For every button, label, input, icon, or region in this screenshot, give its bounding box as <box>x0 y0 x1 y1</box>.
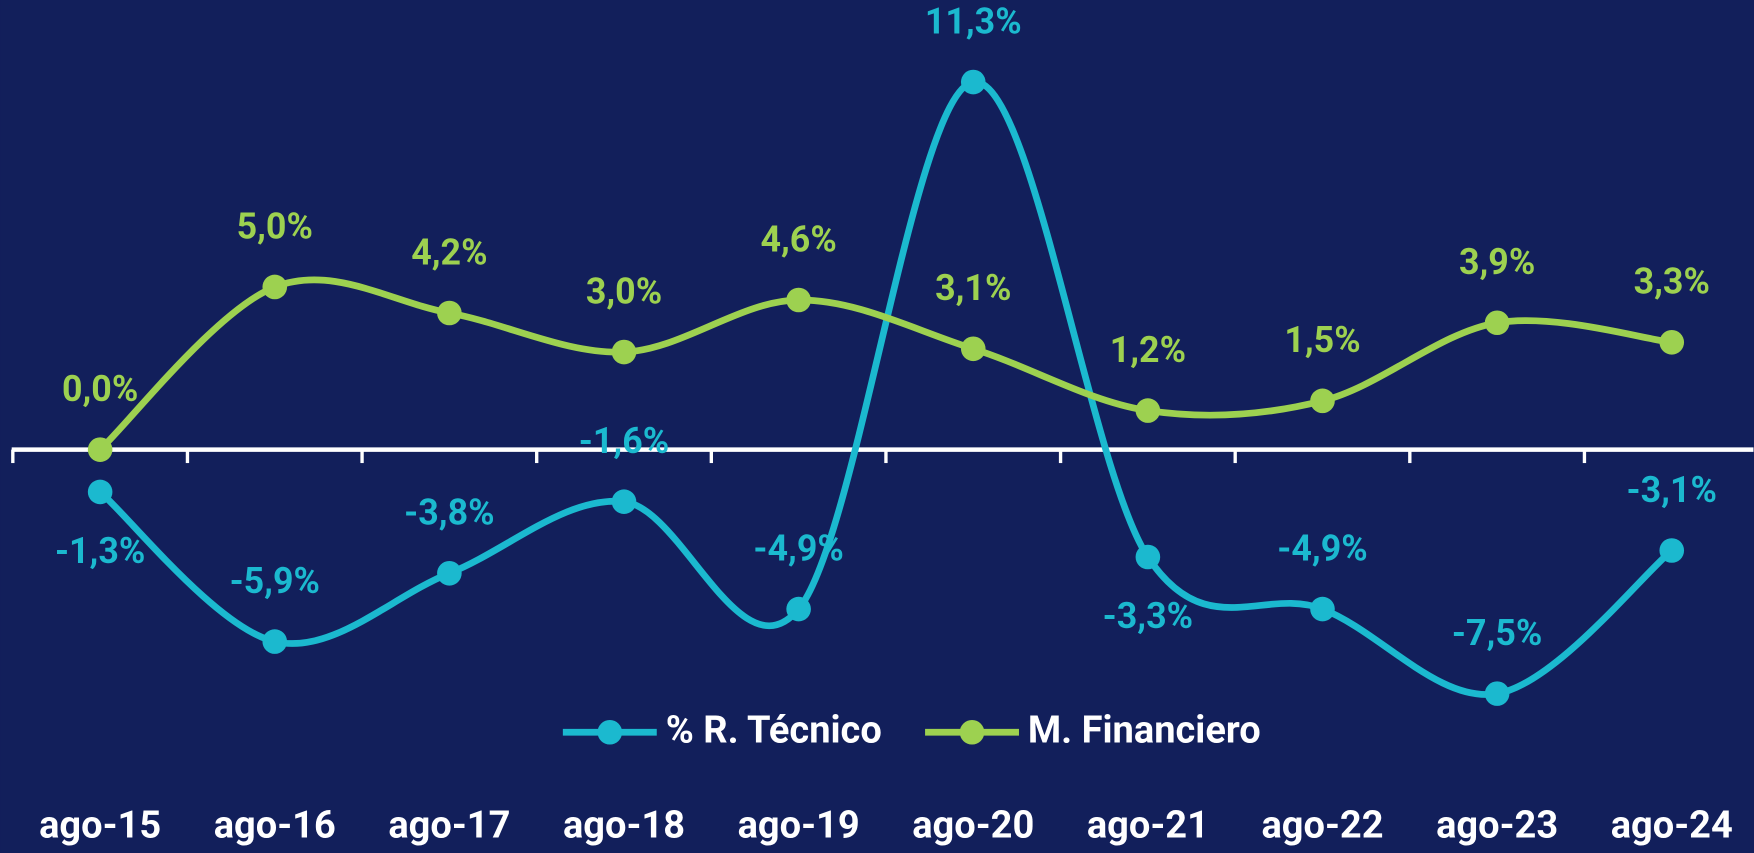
data-label: -3,3% <box>1103 595 1193 637</box>
data-label: -1,6% <box>579 420 669 462</box>
x-tick-label: ago-20 <box>912 803 1034 847</box>
data-label: -4,9% <box>753 527 843 569</box>
data-point <box>1310 388 1335 414</box>
legend-marker <box>959 719 985 745</box>
x-tick-label: ago-24 <box>1611 803 1733 847</box>
legend-marker <box>597 719 623 745</box>
x-tick-label: ago-16 <box>214 803 336 847</box>
data-point <box>437 560 462 586</box>
data-point <box>1659 329 1685 355</box>
data-point <box>87 479 113 505</box>
data-point <box>87 437 113 462</box>
data-label: -3,8% <box>404 492 494 534</box>
x-tick-label: ago-19 <box>738 803 860 847</box>
data-point <box>437 300 462 326</box>
x-tick-label: ago-23 <box>1436 803 1558 847</box>
data-label: 1,5% <box>1284 319 1360 361</box>
data-label: 4,2% <box>411 231 487 273</box>
x-tick-label: ago-17 <box>388 803 510 847</box>
data-label: 11,3% <box>925 0 1022 42</box>
series-line <box>97 78 1674 698</box>
data-point <box>786 596 811 622</box>
data-label: 3,3% <box>1634 261 1710 303</box>
data-point <box>1484 310 1510 336</box>
data-label: -1,3% <box>55 530 145 572</box>
data-label: -4,9% <box>1277 527 1367 569</box>
data-point <box>960 336 986 362</box>
x-tick-label: ago-22 <box>1261 803 1383 847</box>
data-label: 5,0% <box>237 205 313 247</box>
legend-label: M. Financiero <box>1028 708 1261 752</box>
data-label: 3,0% <box>586 270 662 312</box>
data-label: 3,1% <box>935 267 1011 309</box>
x-tick-label: ago-21 <box>1087 803 1209 847</box>
x-tick-label: ago-15 <box>39 803 161 847</box>
data-point <box>786 287 811 313</box>
data-point <box>1135 544 1161 570</box>
data-point <box>1484 681 1510 706</box>
data-point <box>611 339 637 365</box>
data-point <box>611 489 637 514</box>
data-point <box>262 629 288 654</box>
data-point <box>1310 596 1335 622</box>
x-tick-label: ago-18 <box>563 803 685 847</box>
data-label: 4,6% <box>760 218 836 260</box>
legend-label: % R. Técnico <box>666 708 882 752</box>
data-label: 0,0% <box>62 368 138 410</box>
data-label: 1,2% <box>1110 329 1186 371</box>
data-point <box>1659 538 1685 563</box>
data-label: 3,9% <box>1459 241 1535 283</box>
data-point <box>960 69 986 95</box>
data-point <box>1135 398 1161 423</box>
data-label: -3,1% <box>1627 469 1717 511</box>
data-label: -5,9% <box>230 560 320 602</box>
series-line <box>97 276 1673 453</box>
data-label: -7,5% <box>1452 612 1542 654</box>
data-point <box>262 274 288 300</box>
